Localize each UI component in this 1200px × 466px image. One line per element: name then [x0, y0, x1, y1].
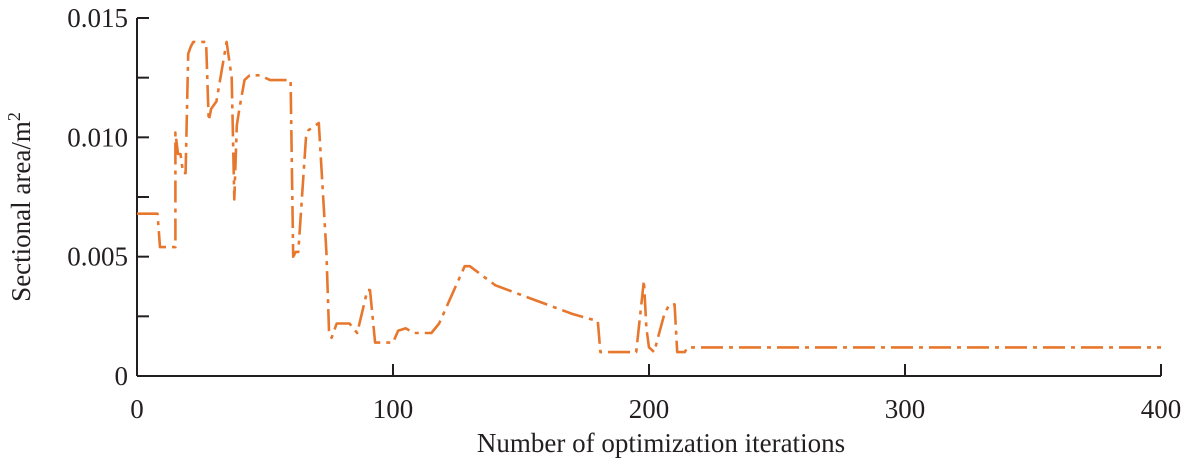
x-axis-label-text: Number of optimization iterations — [477, 428, 845, 458]
x-tick-label: 100 — [373, 394, 414, 424]
y-tick-label: 0.010 — [67, 122, 128, 152]
series-line — [137, 40, 1161, 354]
y-axis-ticks: 0 0.005 0.010 0.015 — [67, 3, 149, 391]
y-tick-label: 0 — [115, 361, 129, 391]
x-axis-label: Number of optimization iterations — [477, 428, 845, 458]
x-tick-label: 300 — [885, 394, 926, 424]
series-group — [137, 40, 1161, 354]
y-tick-label: 0.005 — [67, 242, 128, 272]
y-axis-label-superscript: 2 — [4, 112, 24, 121]
x-tick-label: 400 — [1141, 394, 1182, 424]
y-axis-label: Sectional area/m2 — [4, 112, 36, 302]
y-tick-label: 0.015 — [67, 3, 128, 33]
x-axis-ticks: 0 100 200 300 400 — [130, 364, 1181, 424]
x-tick-label: 200 — [629, 394, 670, 424]
x-tick-label: 0 — [130, 394, 144, 424]
y-axis-label-main: Sectional area/m — [6, 121, 36, 302]
